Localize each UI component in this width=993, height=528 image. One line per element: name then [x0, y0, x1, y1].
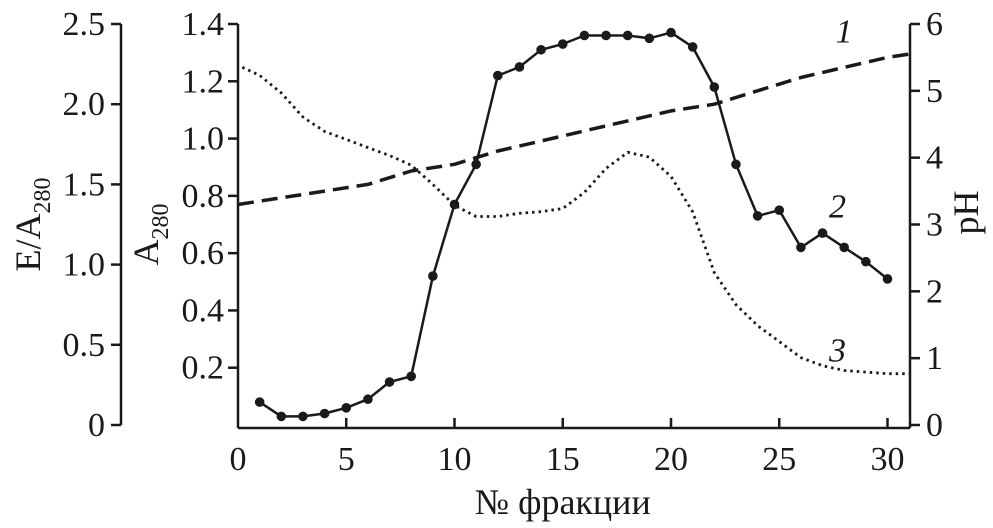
- a280-axis-title: A280: [126, 204, 174, 266]
- ph-axis-title: pH: [946, 191, 986, 235]
- e-ratio-tick-label: 1.5: [63, 166, 106, 203]
- series-2-point: [298, 411, 308, 422]
- ph-tick-label: 5: [926, 73, 943, 110]
- axes: [119, 24, 912, 430]
- series-2-point: [319, 408, 330, 419]
- series-2-point: [687, 42, 698, 52]
- x-axis-title: № фракции: [475, 482, 651, 522]
- x-tick-label: 0: [230, 441, 247, 478]
- series-2-point: [709, 82, 720, 92]
- series-3-line: [241, 66, 910, 376]
- series-2-point: [341, 403, 352, 413]
- series-2-point: [514, 62, 525, 72]
- e-ratio-tick-label: 0: [88, 407, 105, 444]
- a280-tick-label: 1.4: [182, 6, 225, 43]
- a280-tick-label: 1.0: [182, 121, 225, 158]
- series-2-point: [363, 394, 373, 405]
- e-ratio-tick-label: 1.0: [63, 247, 106, 284]
- a280-tick-label: 0.2: [182, 350, 225, 387]
- series-2-point: [839, 242, 849, 253]
- e-ratio-tick-label: 2.0: [63, 86, 106, 123]
- series-2-line: [258, 31, 889, 418]
- series-2-point: [428, 271, 438, 281]
- series-2-point: [493, 70, 503, 81]
- series-2-point: [601, 30, 611, 41]
- series-2-point: [254, 397, 265, 407]
- ph-tick-label: 6: [926, 6, 943, 43]
- series-2-point: [536, 44, 546, 55]
- x-tick-label: 25: [762, 441, 796, 478]
- x-tick-label: 20: [654, 441, 688, 478]
- series-2-point: [774, 205, 785, 215]
- series-2-point: [384, 377, 395, 387]
- e-ratio-axis-title: E/A280: [8, 178, 56, 272]
- curve-label-1: 1: [836, 14, 853, 51]
- curve-label-2: 2: [829, 188, 846, 225]
- series-2-point: [666, 27, 676, 38]
- tick-labels: 0 0.5 1.0 1.5 2.0 2.5 0.2 0.4 0.6 0.8 1.0 1.2 1.4 0 1 2…: [63, 6, 944, 478]
- series-2-point: [882, 274, 893, 284]
- x-tick-label: 5: [338, 441, 355, 478]
- ph-tick-label: 3: [926, 207, 943, 244]
- e-ratio-tick-label: 0.5: [63, 327, 106, 364]
- series-2-point: [731, 159, 741, 170]
- e-ratio-axis-title-sub: 280: [30, 178, 56, 214]
- e-ratio-axis-title-main: E/A: [8, 214, 48, 272]
- ph-tick-label: 4: [926, 140, 943, 177]
- series-1-line: [237, 52, 910, 207]
- ph-tick-label: 0: [926, 407, 943, 444]
- series-2-point: [817, 228, 828, 238]
- x-tick-label: 15: [546, 441, 580, 478]
- series-2-point: [276, 411, 287, 422]
- curve-label-3: 3: [828, 333, 846, 370]
- a280-tick-label: 1.2: [182, 63, 225, 100]
- x-tick-label: 30: [871, 441, 905, 478]
- a280-tick-label: 0.8: [182, 178, 225, 215]
- a280-tick-label: 0.6: [182, 235, 225, 272]
- a280-axis-title-main: A: [126, 240, 166, 266]
- tick-marks: [111, 22, 920, 428]
- series-2-point: [622, 30, 633, 41]
- x-tick-label: 10: [438, 441, 472, 478]
- series-2-point: [644, 33, 655, 44]
- e-ratio-tick-label: 2.5: [63, 6, 106, 43]
- series-2-point: [579, 30, 590, 41]
- a280-axis-title-sub: 280: [148, 204, 174, 240]
- series-2-point: [752, 211, 763, 221]
- series-2-point: [471, 159, 481, 170]
- series-2-point: [557, 39, 568, 49]
- ph-tick-label: 2: [926, 273, 943, 310]
- series-2-point: [796, 242, 806, 253]
- series-2-point: [861, 256, 871, 267]
- series-layer: [237, 27, 910, 422]
- series-2-point: [406, 371, 417, 382]
- ph-tick-label: 1: [926, 340, 943, 377]
- a280-tick-label: 0.4: [182, 292, 225, 329]
